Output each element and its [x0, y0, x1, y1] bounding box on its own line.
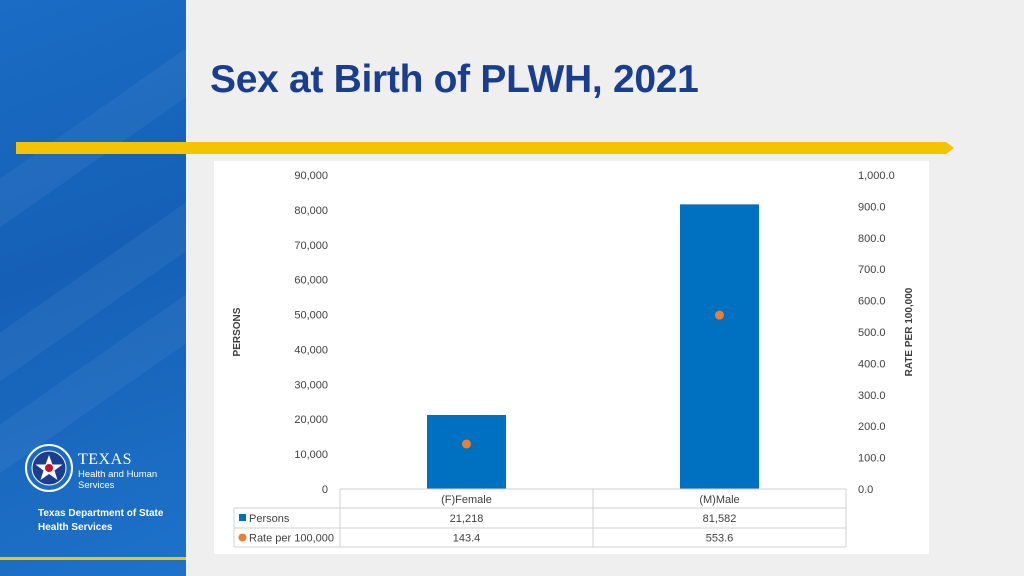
- legend-series-name: Persons: [249, 513, 290, 525]
- legend-key-persons: [239, 514, 246, 521]
- y-right-tick-label: 300.0: [858, 390, 886, 402]
- y-left-tick-label: 20,000: [294, 414, 328, 426]
- y-left-tick-label: 30,000: [294, 379, 328, 391]
- y-right-tick-label: 100.0: [858, 453, 886, 465]
- logo-subtitle: Health and Human Services: [78, 469, 158, 491]
- y-right-tick-label: 800.0: [858, 233, 886, 245]
- y-right-tick-label: 0.0: [858, 484, 873, 496]
- y-right-tick-label: 200.0: [858, 421, 886, 433]
- texas-seal-icon: [25, 444, 73, 492]
- sidebar-accent-rule: [0, 557, 186, 560]
- table-data-value: 81,582: [703, 513, 737, 525]
- table-data-value: 21,218: [450, 513, 484, 525]
- y-left-tick-label: 40,000: [294, 344, 328, 356]
- y-right-tick-label: 700.0: [858, 264, 886, 276]
- y-left-tick-label: 10,000: [294, 449, 328, 461]
- y-right-tick-label: 600.0: [858, 296, 886, 308]
- y-right-tick-label: 900.0: [858, 201, 886, 213]
- dot-rate: [462, 439, 471, 449]
- slide-title: Sex at Birth of PLWH, 2021: [210, 58, 699, 101]
- table-data-value: 553.6: [706, 533, 734, 545]
- y-left-tick-label: 70,000: [294, 240, 328, 252]
- chart-panel: 0 10,000 20,000 30,000 40,000 50,000 60,000 70,…: [214, 161, 929, 554]
- y-right-tick-label: 500.0: [858, 327, 886, 339]
- y-left-axis-title: PERSONS: [232, 307, 243, 356]
- table-data-value: 143.4: [453, 533, 481, 545]
- title-accent-rule: [16, 142, 954, 154]
- legend-series-name: Rate per 100,000: [249, 533, 334, 545]
- y-right-axis-title: RATE PER 100,000: [904, 287, 915, 376]
- category-label: (F)Female: [441, 494, 492, 506]
- y-left-tick-label: 90,000: [294, 170, 328, 182]
- bar-persons: [680, 204, 759, 490]
- y-right-tick-label: 1,000.0: [858, 170, 895, 182]
- logo-wordmark: TEXAS: [78, 451, 133, 468]
- department-name: Texas Department of State Health Service…: [38, 508, 164, 533]
- y-left-tick-label: 60,000: [294, 275, 328, 287]
- combo-chart: 0 10,000 20,000 30,000 40,000 50,000 60,000 70,…: [232, 170, 915, 548]
- y-left-tick-label: 80,000: [294, 205, 328, 217]
- y-left-tick-label: 0: [322, 484, 328, 496]
- category-label: (M)Male: [699, 494, 739, 506]
- dot-rate: [715, 310, 724, 320]
- y-left-tick-label: 50,000: [294, 310, 328, 322]
- legend-key-rate: [238, 533, 247, 542]
- sidebar-panel: [0, 0, 186, 576]
- bar-persons: [427, 414, 506, 489]
- y-right-tick-label: 400.0: [858, 358, 886, 370]
